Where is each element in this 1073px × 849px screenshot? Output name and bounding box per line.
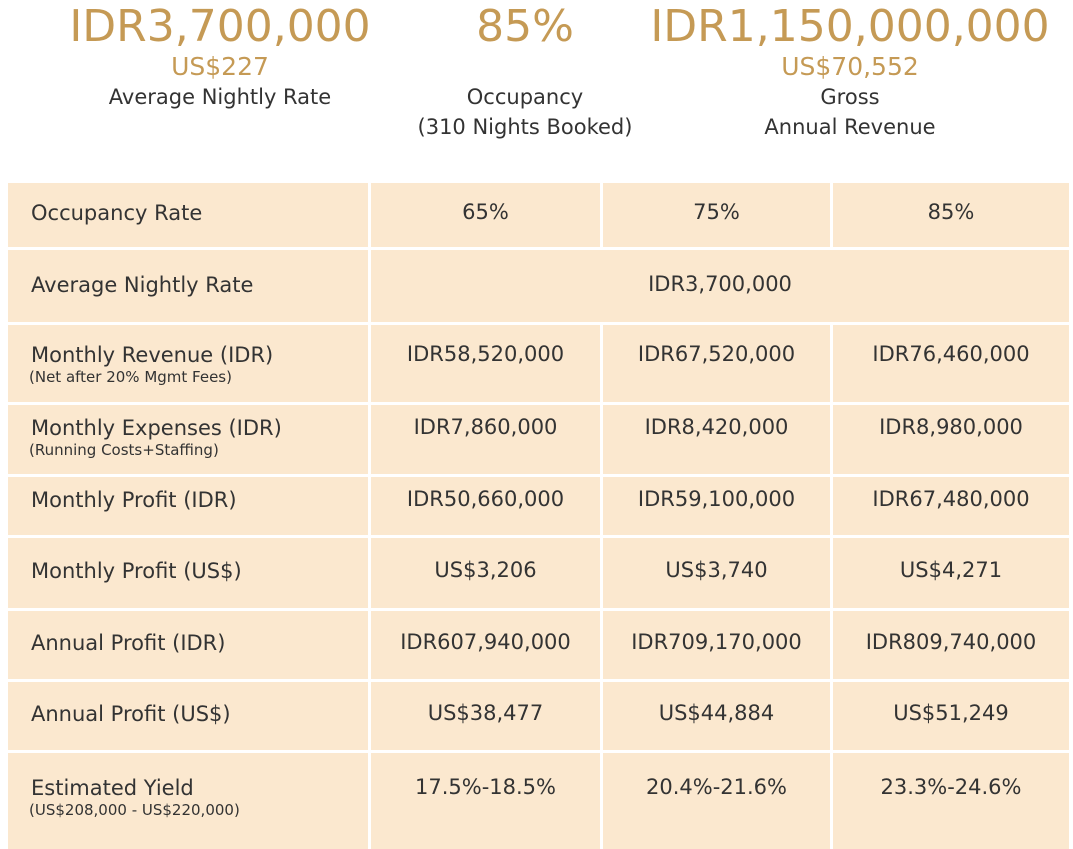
cell-value-merged: IDR3,700,000 (371, 250, 1069, 322)
cell-value: US$3,206 (371, 538, 600, 608)
cell-value: 65% (371, 183, 600, 247)
cell-value: IDR7,860,000 (371, 405, 600, 474)
stat-value: IDR3,700,000 (69, 1, 371, 52)
cell-value: US$38,477 (371, 682, 600, 750)
row-sublabel: (Running Costs+Staffing) (29, 441, 219, 459)
row-sublabel: (US$208,000 - US$220,000) (29, 801, 240, 819)
projection-table: Occupancy Rate 65% 75% 85% Average Night… (8, 183, 1069, 849)
cell-value: US$3,740 (603, 538, 830, 608)
row-sublabel: (Net after 20% Mgmt Fees) (29, 368, 232, 386)
cell-value: IDR8,420,000 (603, 405, 830, 474)
stat-label: Occupancy (466, 85, 584, 109)
stat-occupancy: 85% Occupancy (310 Nights Booked) (400, 2, 650, 142)
row-label: Monthly Profit (US$) (8, 538, 368, 608)
cell-value: 17.5%-18.5% (371, 753, 600, 849)
stat-label-sub: (310 Nights Booked) (417, 115, 633, 139)
stat-usd (400, 52, 650, 82)
cell-value: IDR50,660,000 (371, 477, 600, 535)
row-label: Occupancy Rate (8, 183, 368, 247)
row-label: Monthly Revenue (IDR) (Net after 20% Mgmt… (8, 325, 368, 402)
cell-value: US$44,884 (603, 682, 830, 750)
row-label: Monthly Expenses (IDR) (Running Costs+Sta… (8, 405, 368, 474)
cell-value: 20.4%-21.6% (603, 753, 830, 849)
cell-value: IDR58,520,000 (371, 325, 600, 402)
stat-label: Gross (820, 85, 880, 109)
row-label: Monthly Profit (IDR) (8, 477, 368, 535)
stat-value: 85% (476, 1, 574, 52)
row-label: Estimated Yield (US$208,000 - US$220,000) (8, 753, 368, 849)
cell-value: IDR809,740,000 (833, 611, 1069, 679)
cell-value: 23.3%-24.6% (833, 753, 1069, 849)
stat-label-sub: Annual Revenue (764, 115, 936, 139)
cell-value: IDR59,100,000 (603, 477, 830, 535)
cell-value: IDR67,480,000 (833, 477, 1069, 535)
stat-label: Average Nightly Rate (108, 85, 332, 109)
cell-value: IDR709,170,000 (603, 611, 830, 679)
stat-gross-annual-revenue: IDR1,150,000,000 US$70,552 Gross Annual … (650, 2, 1050, 142)
cell-value: IDR76,460,000 (833, 325, 1069, 402)
stat-value: IDR1,150,000,000 (650, 1, 1050, 52)
cell-value: 75% (603, 183, 830, 247)
stat-average-nightly-rate: IDR3,700,000 US$227 Average Nightly Rate (40, 2, 400, 112)
stat-usd: US$227 (171, 52, 269, 81)
cell-value: US$4,271 (833, 538, 1069, 608)
cell-value: IDR67,520,000 (603, 325, 830, 402)
cell-value: 85% (833, 183, 1069, 247)
stat-usd: US$70,552 (781, 52, 919, 81)
row-label: Annual Profit (IDR) (8, 611, 368, 679)
cell-value: IDR607,940,000 (371, 611, 600, 679)
cell-value: IDR8,980,000 (833, 405, 1069, 474)
row-label: Annual Profit (US$) (8, 682, 368, 750)
cell-value: US$51,249 (833, 682, 1069, 750)
row-label: Average Nightly Rate (8, 250, 368, 322)
